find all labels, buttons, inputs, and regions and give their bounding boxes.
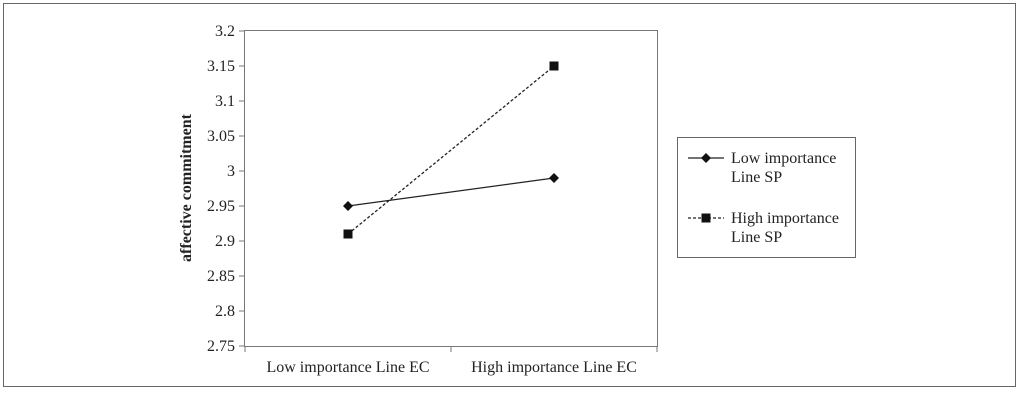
chart-frame (3, 3, 1016, 387)
series-line (347, 177, 555, 207)
y-tick-label: 2.9 (215, 233, 235, 250)
y-tick-label: 3 (227, 163, 235, 180)
data-point (549, 173, 559, 183)
y-axis-title: affective commitment (178, 113, 195, 262)
y-axis-ticks: 3.2 3.15 3.1 3.05 3 2.95 2.9 2.85 2.8 2.75 (207, 23, 245, 355)
legend-item-1: Low importance Line SP (688, 150, 836, 186)
y-tick-label: 2.95 (207, 198, 235, 215)
legend-marker (701, 213, 711, 223)
y-tick-label: 2.85 (207, 268, 235, 285)
legend-label-line2: Line SP (731, 169, 782, 186)
y-tick-label: 3.15 (207, 58, 235, 75)
y-tick-label: 3.1 (215, 93, 235, 110)
x-axis-ticks: Low importance Line EC High importance Li… (244, 346, 658, 376)
series-1 (343, 173, 559, 211)
legend: Low importance Line SP High importance Line… (677, 137, 856, 258)
y-tick-label: 2.8 (215, 303, 235, 320)
y-tick-label: 2.75 (207, 338, 235, 355)
series-layer (343, 61, 559, 239)
legend-label-line1: High importance (731, 210, 839, 227)
plot-area (244, 30, 658, 347)
series-2 (343, 61, 559, 239)
series-line (347, 65, 555, 235)
x-tick-label: Low importance Line EC (266, 359, 429, 376)
legend-marker (701, 153, 711, 163)
legend-label-line1: Low importance (731, 150, 836, 167)
data-point (343, 229, 353, 239)
data-point (343, 201, 353, 211)
legend-item-2: High importance Line SP (688, 210, 839, 246)
y-tick-label: 3.2 (215, 23, 235, 40)
data-point (549, 61, 559, 71)
legend-label-line2: Line SP (731, 229, 782, 246)
y-tick-label: 3.05 (207, 128, 235, 145)
x-tick-label: High importance Line EC (471, 359, 637, 376)
